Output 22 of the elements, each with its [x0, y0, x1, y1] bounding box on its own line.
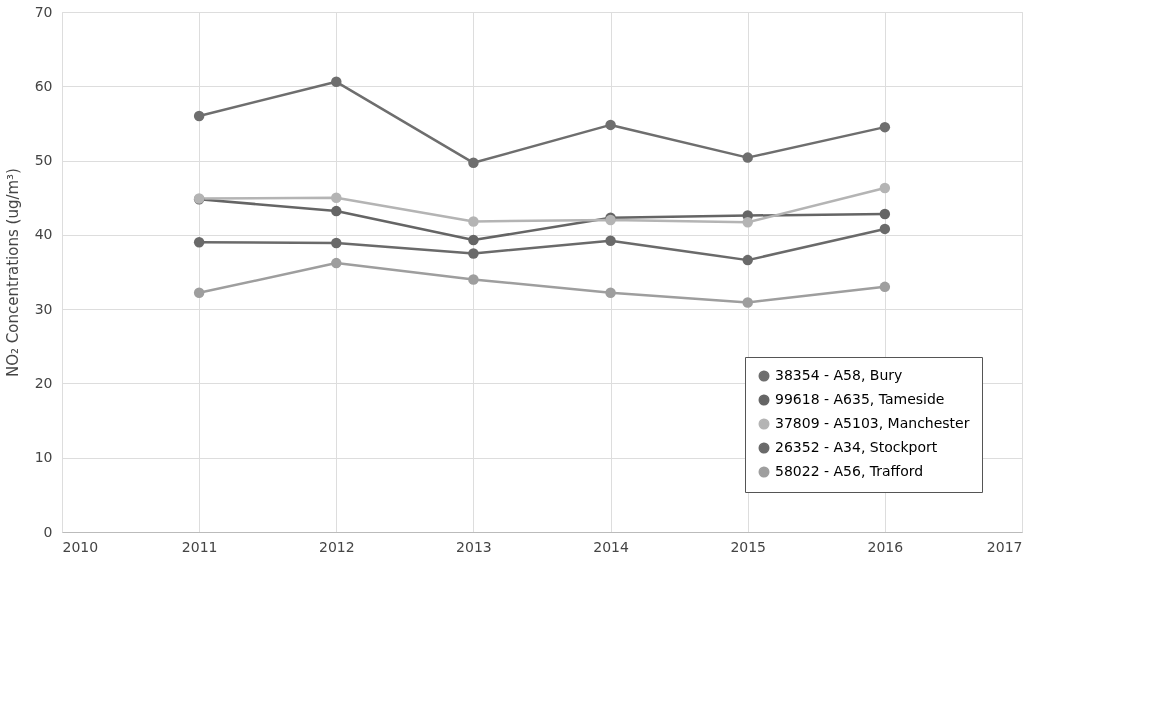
y-tick-label: 30 — [34, 300, 53, 317]
legend-label: 99618 - A635, Tameside — [775, 391, 945, 407]
legend-label: 26352 - A34, Stockport — [775, 439, 938, 455]
y-tick-label: 60 — [34, 77, 53, 94]
legend-label: 58022 - A56, Trafford — [775, 463, 924, 479]
x-tick-label: 2011 — [181, 538, 218, 555]
y-tick-label: 10 — [34, 449, 53, 466]
y-tick-label: 50 — [34, 152, 53, 169]
legend-label: 37809 - A5103, Manchester — [775, 415, 970, 431]
y-axis-title: NO₂ Concentrations (ug/m³) — [3, 168, 22, 377]
x-tick-label: 2010 — [62, 538, 99, 555]
y-tick-label: 20 — [34, 374, 53, 391]
x-tick-label: 2016 — [867, 538, 904, 555]
x-tick-label: 2013 — [456, 538, 492, 555]
x-tick-label: 2012 — [318, 538, 355, 555]
y-tick-label: 40 — [34, 226, 53, 243]
legend-label: 38354 - A58, Bury — [775, 367, 903, 383]
y-tick-label: 0 — [43, 523, 53, 540]
x-tick-label: 2014 — [593, 538, 629, 555]
x-tick-label: 2015 — [730, 538, 767, 555]
y-tick-label: 70 — [34, 3, 53, 20]
x-tick-label: 2017 — [986, 538, 1023, 555]
